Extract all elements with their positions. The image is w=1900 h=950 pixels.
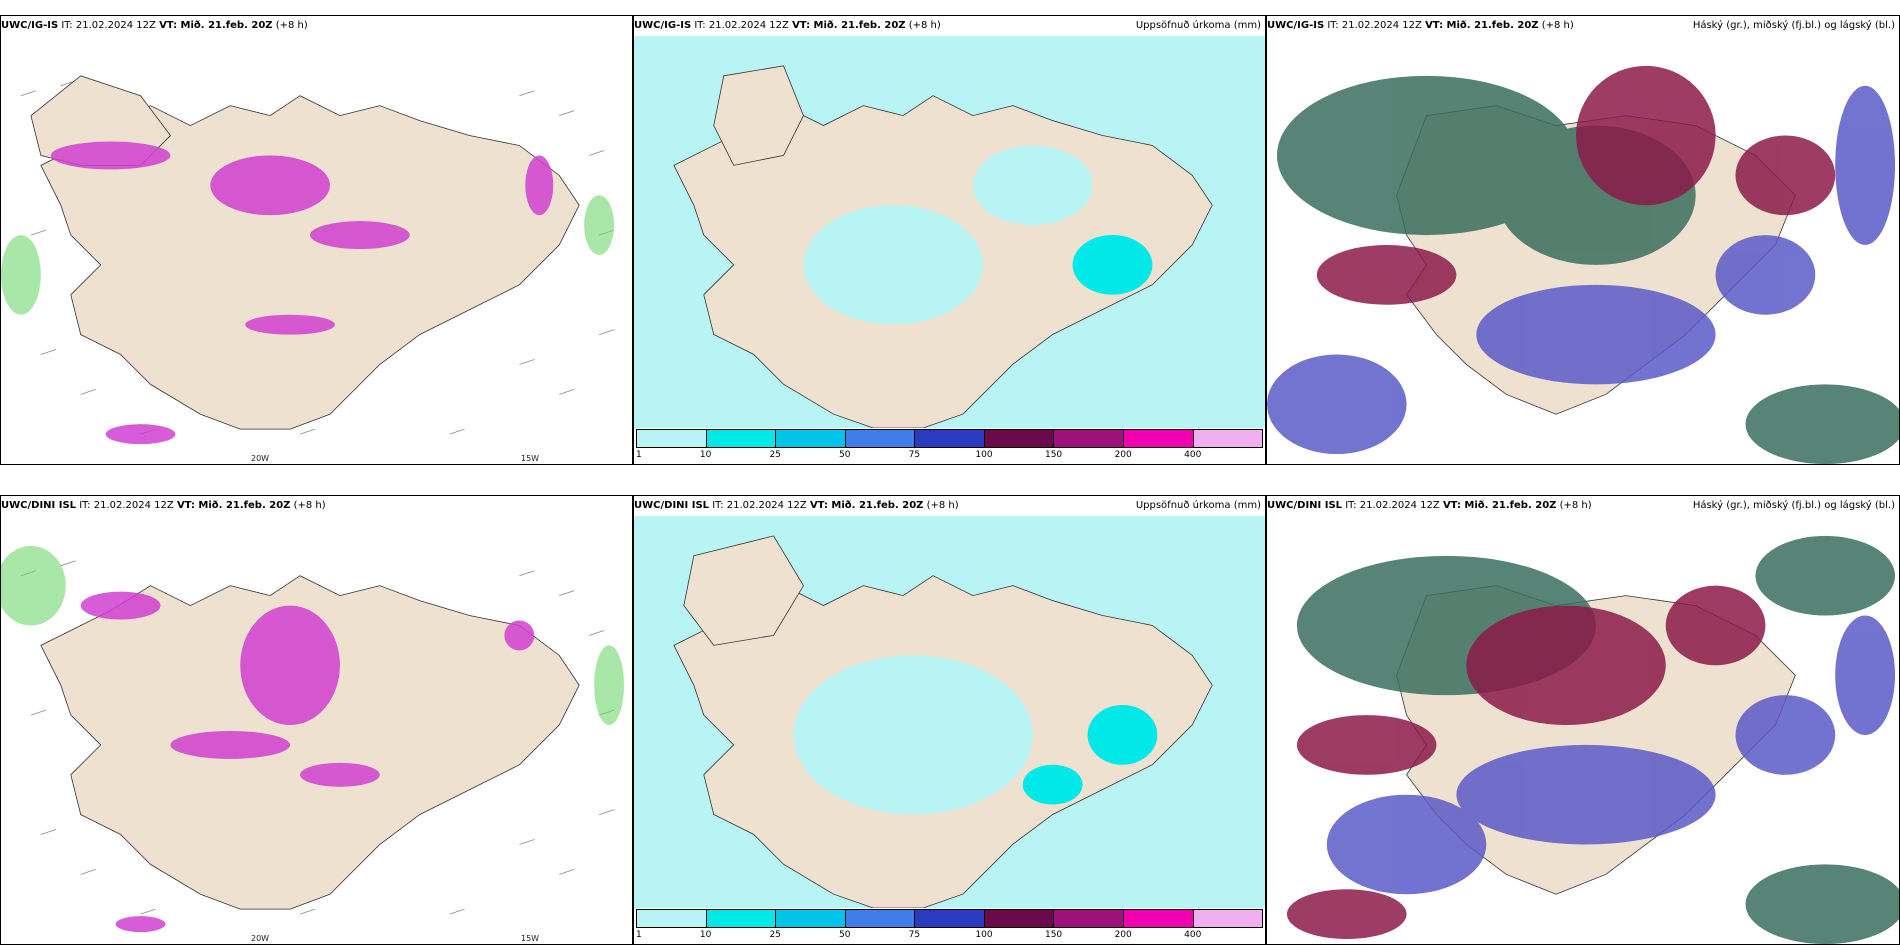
colorbar-label: 1 [636,450,642,460]
colorbar-bin [1193,430,1263,447]
colorbar-label: 400 [1184,930,1202,940]
panel-title: UWC/DINI ISL IT: 21.02.2024 12Z VT: Mið.… [634,500,959,511]
colorbar-label: 200 [1114,450,1132,460]
panel-title: UWC/IG-IS IT: 21.02.2024 12Z VT: Mið. 21… [1267,20,1574,31]
panel-wind-snow-top: UWC/IG-IS IT: 21.02.2024 12Z VT: Mið. 21… [0,15,633,465]
colorbar-bin [706,910,777,927]
colorbar-label: 100 [975,930,993,940]
map-clouds [1267,36,1899,464]
precip-colorbar [636,429,1263,448]
colorbar-bin [984,910,1055,927]
map-wind-snow [1,516,632,944]
panel-subtitle: Háský (gr.), miðský (fj.bl.) og lágský (… [1692,20,1895,31]
colorbar-bin [845,430,916,447]
colorbar-bin [637,430,707,447]
panel-subtitle: Uppsöfnuð úrkoma (mm) [1135,500,1261,511]
colorbar-label: 150 [1044,450,1063,460]
snow-areas [50,141,554,445]
iceland-land [40,575,580,910]
precip-colorbar [636,909,1263,928]
heavy-precip [1072,234,1153,295]
cloud-high [1326,615,1896,895]
colorbar-labels: 1 10 25 50 75 100 150 200 400 [636,930,1263,942]
map-precip [634,36,1265,428]
panel-title: UWC/DINI ISL IT: 21.02.2024 12Z VT: Mið.… [1267,500,1592,511]
colorbar-bin [915,910,985,927]
colorbar-label: 50 [839,930,851,940]
colorbar-label: 10 [699,450,712,460]
cloud-high [1267,85,1896,455]
colorbar-bin [776,910,846,927]
precip-areas [793,655,1033,815]
panel-title: UWC/DINI ISL IT: 21.02.2024 12Z VT: Mið.… [1,500,326,511]
snow-areas [80,591,535,933]
westfjords [683,535,804,646]
colorbar-label: 75 [908,930,921,940]
panel-wind-snow-bottom: UWC/DINI ISL IT: 21.02.2024 12Z VT: Mið.… [0,495,633,945]
panel-precip-top: UWC/IG-IS IT: 21.02.2024 12Z VT: Mið. 21… [633,15,1266,465]
iceland-land [40,95,580,430]
colorbar-bin [1054,910,1124,927]
lon-label: 15W [521,454,540,463]
colorbar-labels: 1 10 25 50 75 100 150 200 400 [636,450,1263,462]
panel-subtitle: Háský (gr.), miðský (fj.bl.) og lágský (… [1692,500,1895,511]
colorbar-label: 10 [699,930,712,940]
colorbar-label: 50 [839,450,851,460]
lon-label: 15W [521,934,540,943]
colorbar-bin [1123,430,1194,447]
colorbar-bin [706,430,777,447]
colorbar-label: 25 [769,930,781,940]
colorbar-label: 150 [1044,930,1063,940]
panel-precip-bottom: UWC/DINI ISL IT: 21.02.2024 12Z VT: Mið.… [633,495,1266,945]
lon-label: 20W [251,934,270,943]
heavy-precip [1022,705,1158,805]
colorbar-bin [776,430,846,447]
colorbar-label: 100 [975,450,993,460]
precip-areas [803,145,1093,325]
colorbar-label: 1 [636,930,642,940]
colorbar-label: 400 [1184,450,1202,460]
colorbar-bin [1193,910,1263,927]
panel-subtitle: Uppsöfnuð úrkoma (mm) [1135,20,1261,31]
colorbar-bin [637,910,707,927]
westfjords [713,65,804,166]
cloud-mid [1286,585,1766,940]
colorbar-bin [1123,910,1194,927]
panel-cloud-bottom: UWC/DINI ISL IT: 21.02.2024 12Z VT: Mið.… [1266,495,1900,945]
colorbar-label: 200 [1114,930,1132,940]
map-wind-snow [1,36,632,464]
panel-cloud-top: UWC/IG-IS IT: 21.02.2024 12Z VT: Mið. 21… [1266,15,1900,465]
green-areas [1,195,615,315]
colorbar-bin [1054,430,1124,447]
cloud-mid [1316,65,1836,305]
colorbar-label: 75 [908,450,921,460]
map-precip [634,516,1265,908]
lon-label: 20W [251,454,270,463]
colorbar-bin [984,430,1055,447]
green-areas [1,545,625,726]
colorbar-bin [845,910,916,927]
map-clouds [1267,516,1899,944]
colorbar-label: 25 [769,450,781,460]
colorbar-bin [915,430,985,447]
panel-title: UWC/IG-IS IT: 21.02.2024 12Z VT: Mið. 21… [1,20,308,31]
panel-title: UWC/IG-IS IT: 21.02.2024 12Z VT: Mið. 21… [634,20,941,31]
